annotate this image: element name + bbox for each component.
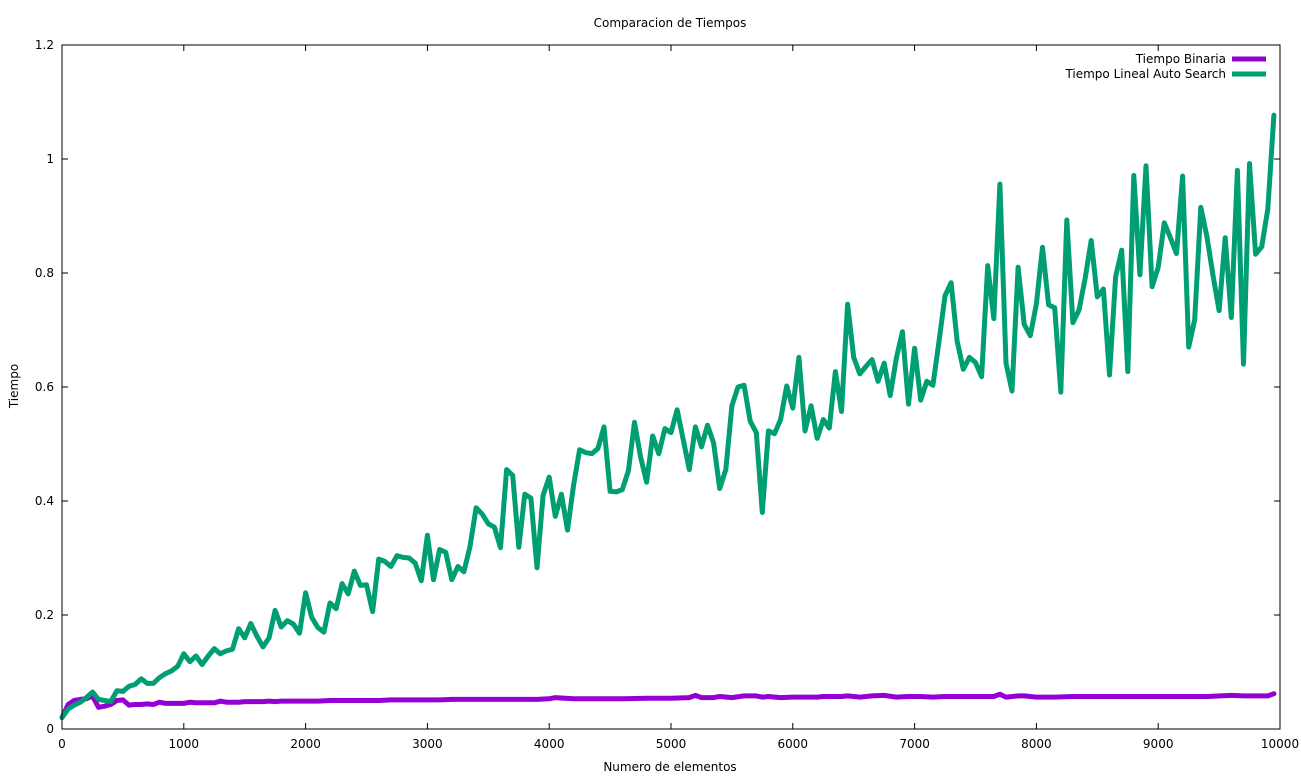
x-tick-label: 3000 — [412, 737, 443, 751]
y-tick-label: 0 — [46, 722, 54, 736]
y-tick-label: 0.2 — [35, 608, 54, 622]
legend-label-tiempo-lineal-auto-search: Tiempo Lineal Auto Search — [1064, 67, 1226, 81]
y-tick-label: 0.4 — [35, 494, 54, 508]
x-tick-label: 2000 — [290, 737, 321, 751]
y-axis-label: Tiempo — [7, 364, 21, 409]
y-tick-label: 0.8 — [35, 266, 54, 280]
plot-frame — [61, 44, 1281, 730]
y-tick-label: 1 — [46, 152, 54, 166]
x-tick-label: 8000 — [1021, 737, 1052, 751]
series-layer — [59, 112, 1277, 721]
axis-ticks: 0 1000 2000 3000 4000 5000 6000 7000 8000 9000 100… — [35, 38, 1299, 751]
x-tick-label: 1000 — [169, 737, 200, 751]
x-tick-label: 0 — [58, 737, 66, 751]
y-tick-label: 1.2 — [35, 38, 54, 52]
x-tick-label: 6000 — [778, 737, 809, 751]
x-tick-label: 5000 — [656, 737, 687, 751]
y-tick-label: 0.6 — [35, 380, 54, 394]
chart-title: Comparacion de Tiempos — [594, 16, 747, 30]
x-tick-label: 10000 — [1261, 737, 1299, 751]
x-tick-label: 4000 — [534, 737, 565, 751]
x-axis-label: Numero de elementos — [603, 760, 736, 774]
series-line-tiempo-lineal-auto-search — [59, 112, 1277, 721]
x-tick-label: 7000 — [899, 737, 930, 751]
x-tick-label: 9000 — [1143, 737, 1174, 751]
series-line-tiempo-binaria — [59, 691, 1277, 721]
legend-label-tiempo-binaria: Tiempo Binaria — [1135, 52, 1226, 66]
